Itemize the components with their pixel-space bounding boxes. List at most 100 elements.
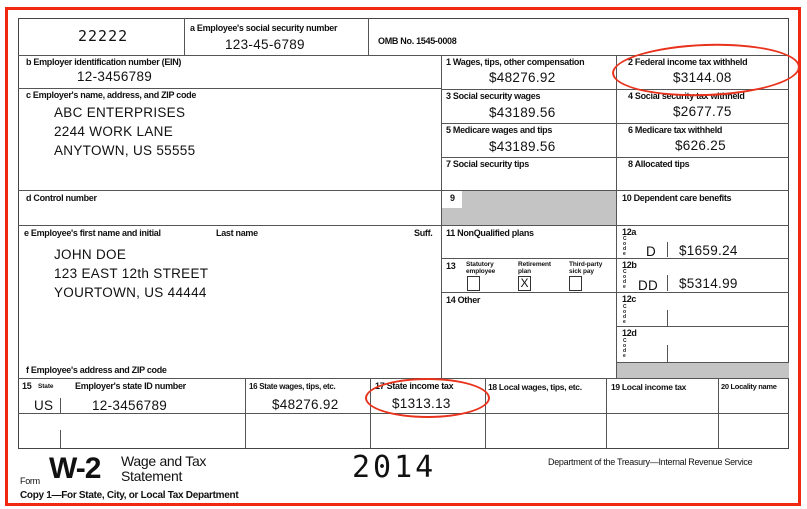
box-12c-label: 12c (622, 294, 637, 304)
form-rule (667, 275, 668, 291)
box-3-value: $43189.56 (489, 105, 556, 120)
box-f-label: f Employee's address and ZIP code (26, 365, 167, 375)
form-name: W-2 (49, 452, 101, 485)
box-a-label: a Employee's social security number (190, 23, 338, 33)
box-c-label: c Employer's name, address, and ZIP code (26, 90, 197, 100)
employer-state-id-label: Employer's state ID number (75, 381, 186, 391)
form-rule (441, 157, 789, 158)
form-rule (441, 123, 789, 124)
copy-text: Copy 1—For State, City, or Local Tax Dep… (20, 490, 239, 501)
box-12b-value: $5314.99 (679, 276, 738, 291)
code-label: Code (623, 338, 627, 359)
form-rule (60, 430, 61, 448)
form-rule (18, 190, 789, 191)
retirement-label: Retirement plan (518, 261, 551, 275)
box-b-label: b Employer identification number (EIN) (26, 57, 182, 67)
box-7-label: 7 Social security tips (446, 159, 529, 169)
w2-form (18, 18, 789, 449)
form-rule (441, 89, 789, 90)
form-rule (667, 345, 668, 362)
employee-city: YOURTOWN, US 44444 (54, 285, 207, 300)
third-party-checkbox[interactable] (569, 276, 582, 291)
code-label: Code (623, 236, 627, 257)
form-rule (245, 378, 246, 448)
third-party-label: Third-party sick pay (569, 261, 603, 275)
box-18-label: 18 Local wages, tips, etc. (488, 382, 582, 392)
omb-number: OMB No. 1545-0008 (378, 36, 457, 46)
box-12a-code: D (646, 244, 657, 259)
shaded-area (442, 208, 462, 225)
box-5-value: $43189.56 (489, 139, 556, 154)
state-id-value: 12-3456789 (92, 398, 168, 413)
employee-street: 123 EAST 12th STREET (54, 266, 209, 281)
box-6-value: $626.25 (675, 138, 726, 153)
box-12a-label: 12a (622, 227, 637, 237)
form-rule (606, 378, 607, 448)
form-rule (441, 55, 442, 378)
box-15-label: 15 (22, 381, 32, 391)
box-10-label: 10 Dependent care benefits (622, 193, 732, 203)
state-word: State (38, 383, 54, 390)
form-rule (667, 242, 668, 257)
statutory-checkbox[interactable] (467, 276, 480, 291)
box-12d-label: 12d (622, 328, 637, 338)
form-rule (18, 55, 789, 56)
form-rule (616, 326, 789, 327)
state-wages-value: $48276.92 (272, 397, 339, 412)
code-label: Code (623, 304, 627, 325)
box-19-label: 19 Local income tax (611, 382, 687, 392)
statutory-label: Statutory employee (466, 261, 496, 275)
red-frame (5, 7, 801, 506)
box-12-shaded (617, 363, 789, 378)
box-5-label: 5 Medicare wages and tips (446, 125, 553, 135)
box-6-label: 6 Medicare tax withheld (628, 125, 723, 135)
code-label: Code (623, 269, 627, 290)
box-9-label: 9 (450, 193, 455, 203)
form-title-line2: Statement (121, 468, 183, 484)
box-12a-value: $1659.24 (679, 243, 738, 258)
ssn-value: 123-45-6789 (225, 37, 305, 52)
box-1-value: $48276.92 (489, 70, 556, 85)
box-8-label: 8 Allocated tips (628, 159, 690, 169)
box-12b-code: DD (638, 278, 659, 293)
department-text: Department of the Treasury—Internal Reve… (548, 457, 753, 467)
employee-name: JOHN DOE (54, 247, 127, 262)
box-13-label: 13 (446, 261, 456, 271)
form-title-line1: Wage and Tax (121, 453, 207, 469)
form-word: Form (20, 476, 40, 486)
box-3-label: 3 Social security wages (446, 91, 541, 101)
form-rule (667, 310, 668, 326)
box-1-label: 1 Wages, tips, other compensation (446, 57, 585, 67)
box-4-value: $2677.75 (673, 104, 732, 119)
form-control-code: 22222 (78, 27, 129, 45)
form-rule (485, 378, 486, 448)
form-rule (370, 378, 371, 448)
box-2-value: $3144.08 (673, 70, 732, 85)
form-rule (18, 225, 789, 226)
box-9-shaded (462, 191, 616, 225)
box-14-label: 14 Other (446, 295, 481, 305)
suffix-label: Suff. (414, 228, 433, 238)
retirement-checkbox[interactable]: X (518, 276, 531, 291)
box-d-label: d Control number (26, 193, 97, 203)
tax-year: 2014 (352, 450, 437, 485)
employer-city: ANYTOWN, US 55555 (54, 143, 196, 158)
form-rule (18, 88, 441, 89)
annotation-circle-box-17 (365, 378, 490, 418)
ein-value: 12-3456789 (77, 69, 153, 84)
box-11-label: 11 NonQualified plans (446, 228, 534, 238)
last-name-label: Last name (216, 228, 258, 238)
form-rule (441, 258, 789, 259)
box-4-label: 4 Social security tax withheld (628, 91, 745, 101)
form-rule (60, 398, 61, 413)
box-e-label: e Employee's first name and initial (24, 228, 161, 238)
form-rule (368, 18, 369, 55)
box-20-label: 20 Locality name (721, 382, 777, 391)
form-rule (718, 378, 719, 448)
form-rule (184, 18, 185, 55)
box-12b-label: 12b (622, 260, 637, 270)
box-16-label: 16 State wages, tips, etc. (249, 382, 336, 391)
employer-name: ABC ENTERPRISES (54, 105, 186, 120)
box-2-label: 2 Federal income tax withheld (628, 57, 748, 67)
form-rule (616, 362, 789, 363)
